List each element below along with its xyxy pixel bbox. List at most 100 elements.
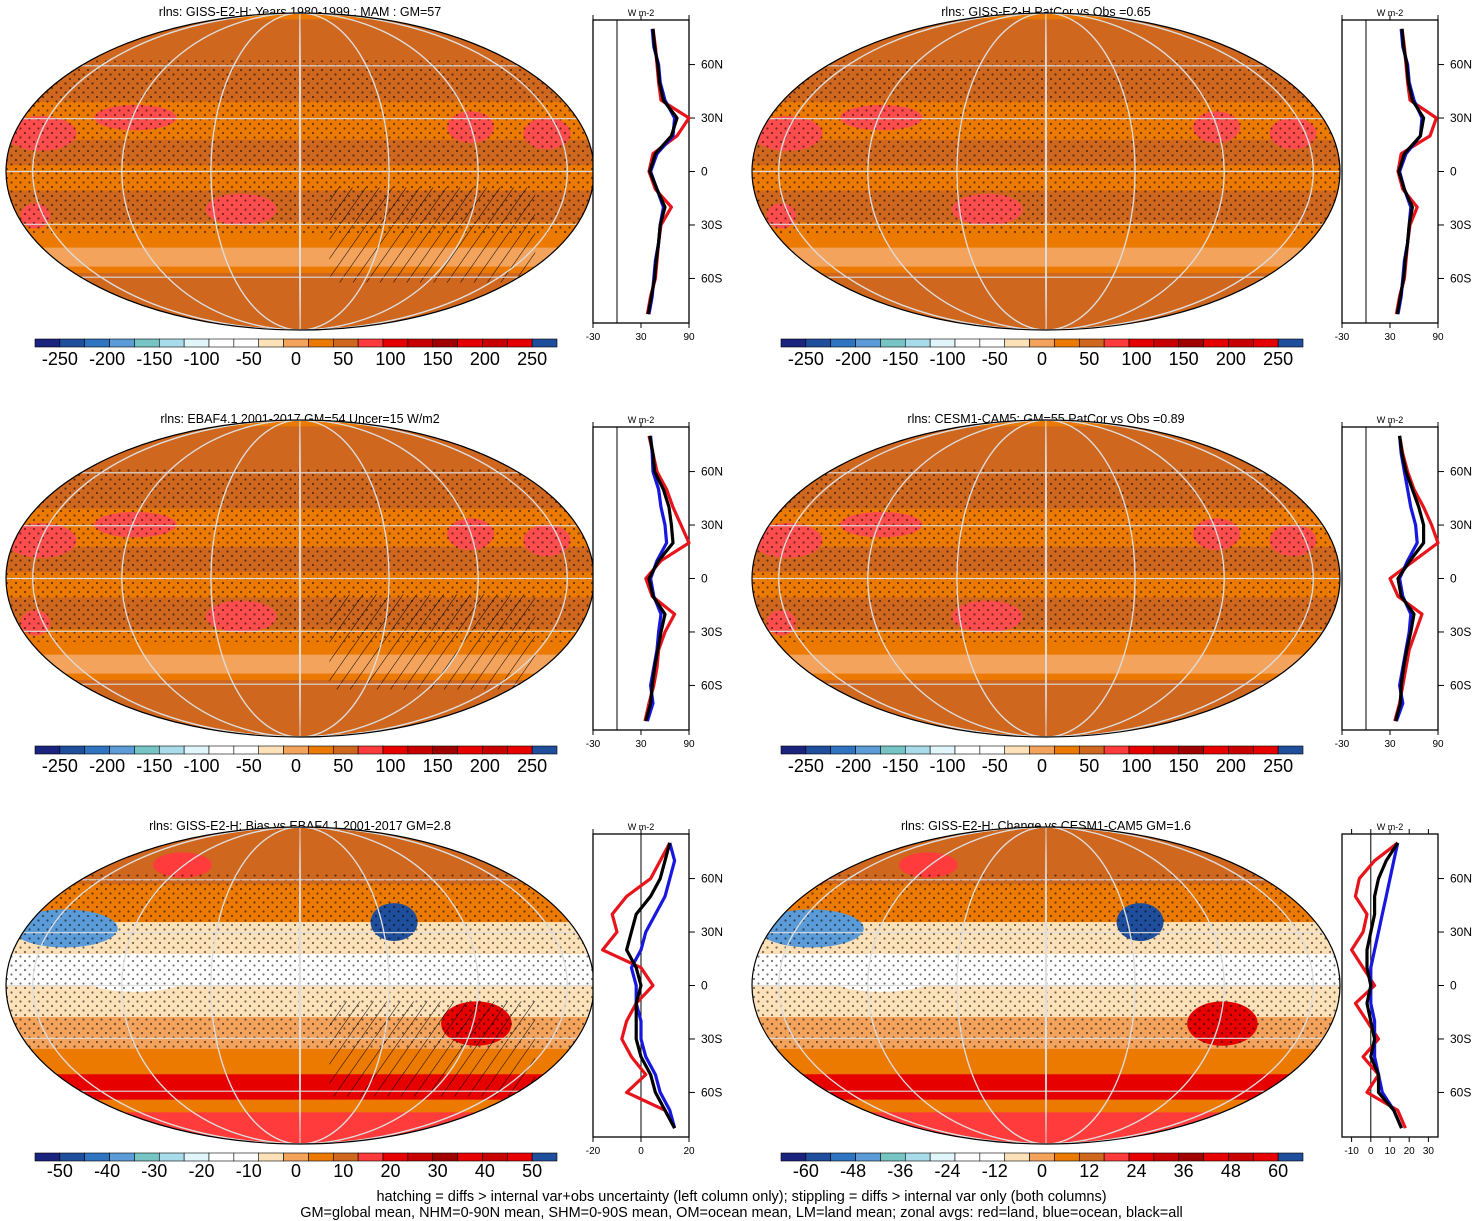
colorbar-box xyxy=(59,745,86,755)
colorbar-tick-label: -50 xyxy=(236,756,262,776)
colorbar-box xyxy=(780,1152,807,1162)
colorbar-box xyxy=(457,745,483,755)
graticule-lon xyxy=(121,827,479,1144)
zonal-xtick-label: 0 xyxy=(638,1146,644,1157)
zonal-ytick-label: 30N xyxy=(701,111,723,125)
colorbar-tick-label: -10 xyxy=(236,1161,262,1181)
colorbar-box xyxy=(1153,338,1180,348)
panel-6: rlns: GISS-E2-H: Change vs CESM1-CAM5 GM… xyxy=(751,819,1472,1181)
colorbar-tick-label: 150 xyxy=(1169,349,1199,369)
zonal-ytick-label: 0 xyxy=(1450,979,1457,993)
colorbar-box xyxy=(407,338,434,348)
graticule-lon xyxy=(956,827,1136,1144)
colorbar-box xyxy=(357,338,384,348)
colorbar-box xyxy=(1252,1152,1279,1162)
zonal-ytick-label: 30S xyxy=(701,625,722,639)
colorbar-box xyxy=(855,745,881,755)
colorbar-box xyxy=(929,338,956,348)
zonal-ytick-label: 0 xyxy=(701,572,708,586)
panel-title: rlns: CESM1-CAM5: GM=55 PatCor vs Obs =0… xyxy=(907,412,1184,426)
colorbar-box xyxy=(457,338,483,348)
colorbar-box xyxy=(432,338,458,348)
colorbar-box xyxy=(904,1152,931,1162)
colorbar-tick-label: 100 xyxy=(1121,349,1151,369)
colorbar-box xyxy=(1029,1152,1055,1162)
zonal-ytick-label: 60S xyxy=(1450,1085,1471,1099)
colorbar-box xyxy=(233,338,260,348)
colorbar-box xyxy=(1054,745,1080,755)
zonal-ytick-label: 60S xyxy=(1450,678,1471,692)
graticule-lon xyxy=(956,420,1136,737)
graticule-lon xyxy=(32,13,568,330)
graticule-lon xyxy=(867,13,1225,330)
colorbar-box xyxy=(1153,745,1180,755)
colorbar-box xyxy=(954,1152,981,1162)
colorbar-box xyxy=(1004,745,1030,755)
panel-title: rlns: GISS-E2-H: Change vs CESM1-CAM5 GM… xyxy=(901,819,1191,833)
colorbar-tick-label: 0 xyxy=(291,1161,301,1181)
colorbar-tick-label: 200 xyxy=(1216,756,1246,776)
colorbar-box xyxy=(880,745,906,755)
zonal-unit: W m-2 xyxy=(1377,8,1404,18)
colorbar-tick-label: -250 xyxy=(42,756,78,776)
colorbar-tick-label: -24 xyxy=(935,1161,961,1181)
colorbar-box xyxy=(880,338,906,348)
zonal-ytick-label: 60N xyxy=(1450,872,1472,886)
colorbar-box xyxy=(1054,338,1080,348)
map-anomaly xyxy=(153,852,212,878)
colorbar-box xyxy=(34,338,61,348)
colorbar-tick-label: -12 xyxy=(982,1161,1008,1181)
colorbar-box xyxy=(979,338,1006,348)
colorbar-box xyxy=(780,338,807,348)
colorbar-tick-label: -100 xyxy=(930,756,966,776)
colorbar-tick-label: 30 xyxy=(428,1161,448,1181)
graticule-lon xyxy=(1044,420,1048,737)
colorbar-box xyxy=(432,1152,458,1162)
colorbar-box xyxy=(1252,745,1279,755)
colorbar-tick-label: 100 xyxy=(375,349,405,369)
colorbar-box xyxy=(830,338,856,348)
graticule-lon xyxy=(1044,827,1048,1144)
colorbar-tick-label: 60 xyxy=(1268,1161,1288,1181)
colorbar-tick-label: -50 xyxy=(982,349,1008,369)
colorbar-tick-label: 150 xyxy=(1169,756,1199,776)
map-anomaly xyxy=(899,852,958,878)
colorbar: -50 -40 -30 -20 -10 0 10 20 30 40 50 xyxy=(34,1152,558,1181)
colorbar-box xyxy=(308,1152,334,1162)
colorbar-tick-label: 50 xyxy=(333,349,353,369)
zonal-series-ocean xyxy=(629,842,677,1129)
zonal-xtick-label: 90 xyxy=(1432,739,1444,750)
zonal-frame xyxy=(592,19,690,324)
colorbar-tick-label: -150 xyxy=(136,756,172,776)
graticule-lon xyxy=(1044,13,1048,330)
colorbar-box xyxy=(357,1152,384,1162)
colorbar-box xyxy=(1228,338,1254,348)
colorbar-tick-label: -250 xyxy=(42,349,78,369)
zonal-ytick-label: 30S xyxy=(1450,218,1471,232)
colorbar-box xyxy=(979,745,1006,755)
zonal-mean-plot: W m-2 -30 30 90 60N 30N 0 30S 60S xyxy=(586,8,723,343)
colorbar: -250 -200 -150 -100 -50 0 50 100 150 200 250 xyxy=(34,338,558,369)
panel-5: rlns: GISS-E2-H: Bias vs EBAF4.1 2001-20… xyxy=(5,819,723,1181)
colorbar-box xyxy=(780,745,807,755)
colorbar-box xyxy=(258,338,284,348)
colorbar-box xyxy=(1128,745,1155,755)
graticule-lon xyxy=(298,827,302,1144)
colorbar-tick-label: -200 xyxy=(835,349,871,369)
colorbar-box xyxy=(59,338,86,348)
hatching xyxy=(329,1001,536,1097)
colorbar-tick-label: -200 xyxy=(89,349,125,369)
zonal-ytick-label: 60S xyxy=(701,678,722,692)
colorbar-tick-label: 40 xyxy=(475,1161,495,1181)
zonal-xtick-label: -30 xyxy=(1335,739,1350,750)
graticule-lon xyxy=(867,827,1225,1144)
colorbar-box xyxy=(805,338,832,348)
colorbar-box xyxy=(84,338,110,348)
colorbar-box xyxy=(233,1152,260,1162)
colorbar-box xyxy=(332,745,359,755)
zonal-series-all xyxy=(1365,842,1403,1129)
colorbar-tick-label: -50 xyxy=(236,349,262,369)
graticule-lon xyxy=(210,13,390,330)
colorbar-box xyxy=(109,745,135,755)
hatching xyxy=(329,187,536,283)
